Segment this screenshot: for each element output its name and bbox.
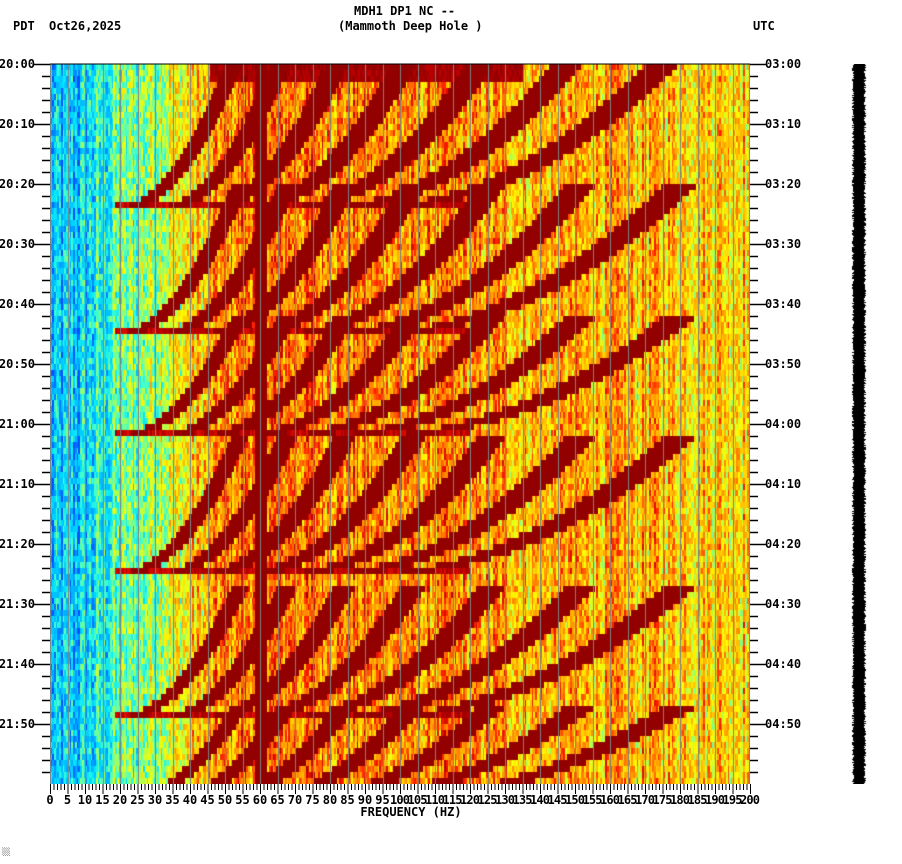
- y-tick-right: 03:30: [765, 237, 801, 251]
- x-tick-label: 145: [548, 793, 568, 807]
- x-tick-label: 55: [235, 793, 249, 807]
- x-tick-label: 160: [600, 793, 620, 807]
- x-tick-label: 100: [390, 793, 410, 807]
- x-tick-label: 110: [425, 793, 445, 807]
- corner-mark: ░░: [2, 848, 11, 856]
- x-tick-label: 10: [78, 793, 92, 807]
- right-timezone: UTC: [753, 19, 775, 33]
- y-tick-left: 21:10: [0, 477, 35, 491]
- y-tick-right: 04:30: [765, 597, 801, 611]
- x-tick-label: 135: [513, 793, 533, 807]
- location-title: (Mammoth Deep Hole ): [338, 19, 483, 33]
- y-tick-right: 03:50: [765, 357, 801, 371]
- x-tick-label: 45: [200, 793, 214, 807]
- y-tick-left: 21:00: [0, 417, 35, 431]
- y-tick-left: 20:20: [0, 177, 35, 191]
- y-tick-left: 20:50: [0, 357, 35, 371]
- x-tick-label: 85: [340, 793, 354, 807]
- date-label: Oct26,2025: [49, 19, 122, 33]
- x-tick-label: 95: [375, 793, 389, 807]
- x-tick-label: 200: [740, 793, 760, 807]
- x-tick-label: 165: [618, 793, 638, 807]
- y-tick-left: 21:40: [0, 657, 35, 671]
- y-tick-left: 21:50: [0, 717, 35, 731]
- x-tick-label: 40: [183, 793, 197, 807]
- x-tick-label: 90: [358, 793, 372, 807]
- y-tick-left: 21:30: [0, 597, 35, 611]
- x-tick-label: 155: [583, 793, 603, 807]
- y-tick-right: 03:20: [765, 177, 801, 191]
- x-tick-label: 130: [495, 793, 515, 807]
- x-tick-label: 15: [95, 793, 109, 807]
- y-tick-right: 03:40: [765, 297, 801, 311]
- x-tick-label: 150: [565, 793, 585, 807]
- x-tick-label: 175: [653, 793, 673, 807]
- x-tick-label: 195: [723, 793, 743, 807]
- x-tick-label: 0: [46, 793, 53, 807]
- y-tick-right: 04:10: [765, 477, 801, 491]
- y-tick-left: 20:40: [0, 297, 35, 311]
- y-tick-right: 03:10: [765, 117, 801, 131]
- y-tick-left: 20:30: [0, 237, 35, 251]
- x-tick-label: 140: [530, 793, 550, 807]
- x-tick-label: 60: [253, 793, 267, 807]
- y-tick-left: 20:10: [0, 117, 35, 131]
- x-tick-label: 25: [130, 793, 144, 807]
- x-tick-label: 180: [670, 793, 690, 807]
- y-tick-right: 04:20: [765, 537, 801, 551]
- x-tick-label: 115: [443, 793, 463, 807]
- station-title: MDH1 DP1 NC --: [354, 4, 456, 18]
- y-tick-left: 21:20: [0, 537, 35, 551]
- amplitude-trace: [851, 64, 867, 784]
- x-tick-label: 125: [478, 793, 498, 807]
- spectrogram-plot: [50, 64, 750, 784]
- x-tick-label: 30: [148, 793, 162, 807]
- x-tick-label: 35: [165, 793, 179, 807]
- x-tick-label: 75: [305, 793, 319, 807]
- x-tick-label: 20: [113, 793, 127, 807]
- x-tick-label: 5: [64, 793, 71, 807]
- x-tick-label: 80: [323, 793, 337, 807]
- x-axis-label: FREQUENCY (HZ): [360, 805, 461, 819]
- y-tick-right: 03:00: [765, 57, 801, 71]
- y-tick-right: 04:00: [765, 417, 801, 431]
- x-tick-label: 50: [218, 793, 232, 807]
- y-tick-right: 04:50: [765, 717, 801, 731]
- x-tick-label: 105: [408, 793, 428, 807]
- x-tick-label: 190: [705, 793, 725, 807]
- left-timezone: PDT: [13, 19, 35, 33]
- y-tick-right: 04:40: [765, 657, 801, 671]
- x-tick-label: 170: [635, 793, 655, 807]
- x-tick-label: 120: [460, 793, 480, 807]
- y-tick-left: 20:00: [0, 57, 35, 71]
- x-tick-label: 185: [688, 793, 708, 807]
- x-tick-label: 70: [288, 793, 302, 807]
- x-tick-label: 65: [270, 793, 284, 807]
